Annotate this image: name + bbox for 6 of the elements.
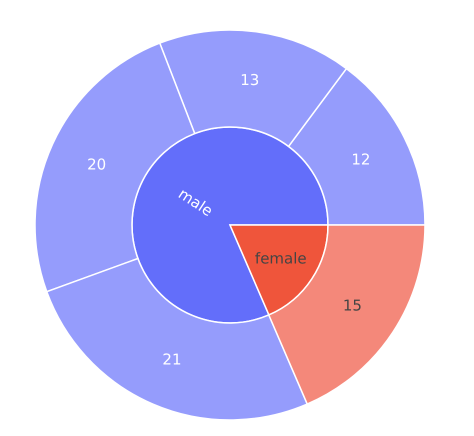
data-label: 21 <box>162 350 182 369</box>
slice-label: female <box>254 249 307 268</box>
data-label: 13 <box>240 70 260 89</box>
data-label: 15 <box>342 296 362 315</box>
data-label: 20 <box>87 155 106 174</box>
data-label: 12 <box>351 150 370 168</box>
